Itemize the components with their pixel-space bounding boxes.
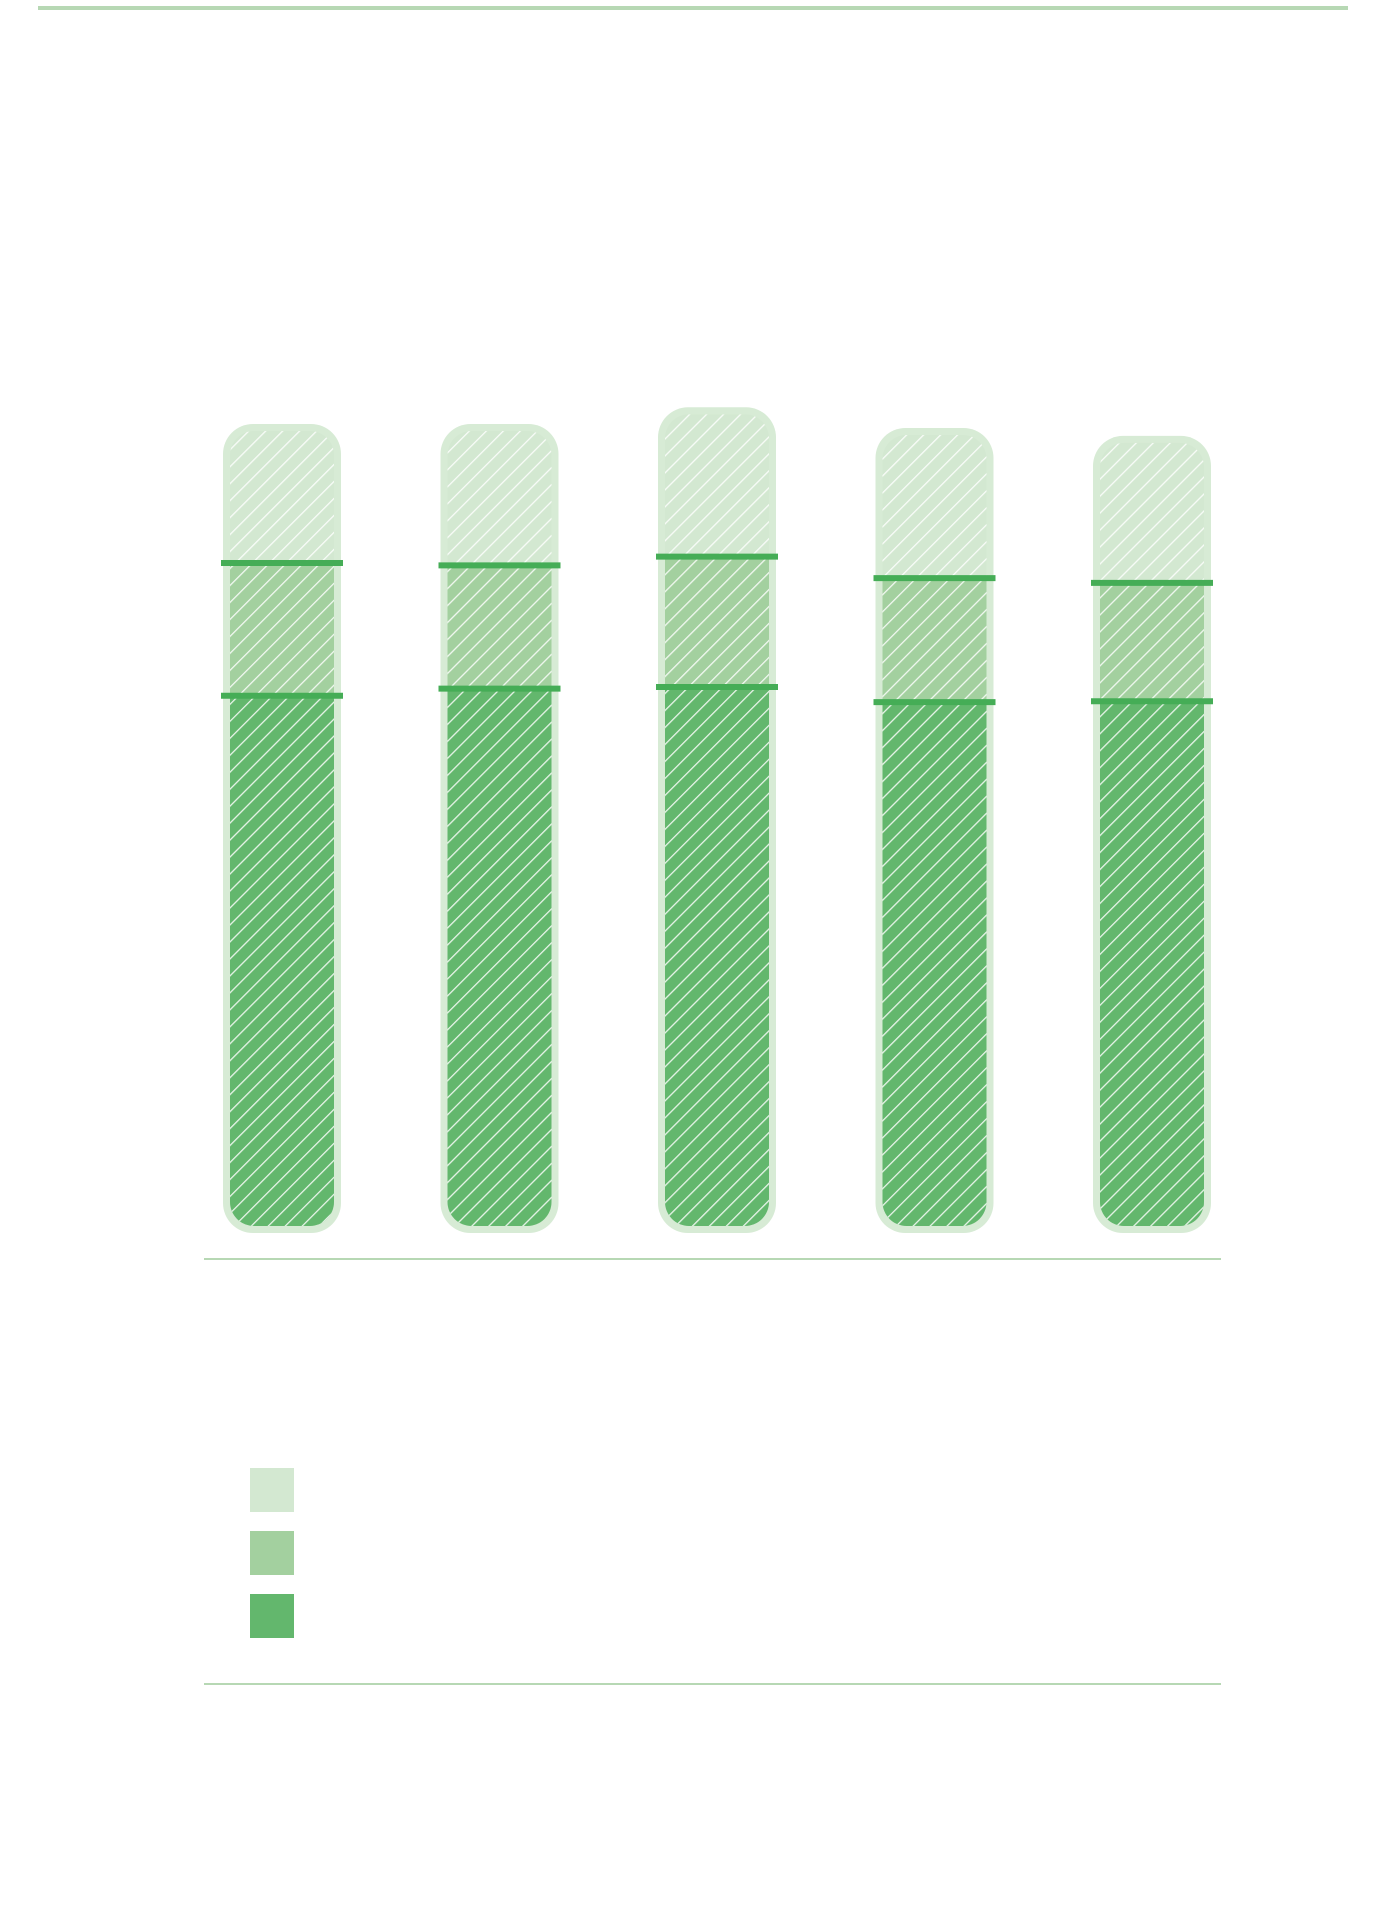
bar-segment-hatch — [447, 431, 552, 566]
legend-swatch — [250, 1531, 294, 1575]
bar-group — [221, 424, 343, 1233]
legend — [250, 1468, 294, 1638]
bar-segment-hatch — [1100, 701, 1204, 1226]
bar-segment-hatch — [665, 686, 769, 1226]
bar-segment-hatch — [1100, 442, 1204, 583]
bar-segment-hatch — [230, 695, 334, 1226]
legend-swatch — [250, 1594, 294, 1638]
bar-group — [438, 424, 561, 1233]
bar-segment-hatch — [447, 688, 552, 1226]
legend-swatch — [250, 1468, 294, 1512]
bar-segment-hatch — [882, 434, 987, 579]
bar-segment-hatch — [665, 556, 769, 687]
bar-group — [873, 427, 996, 1234]
bar-group — [1091, 435, 1213, 1233]
bar-segment-hatch — [230, 431, 334, 563]
bar-segment-hatch — [882, 702, 987, 1226]
bars-layer — [221, 407, 1213, 1234]
bar-segment-hatch — [1100, 582, 1204, 702]
bar-group — [656, 407, 778, 1233]
bar-segment-hatch — [447, 565, 552, 689]
bar-segment-hatch — [665, 414, 769, 557]
bar-segment-hatch — [230, 562, 334, 696]
bar-segment-hatch — [882, 578, 987, 703]
